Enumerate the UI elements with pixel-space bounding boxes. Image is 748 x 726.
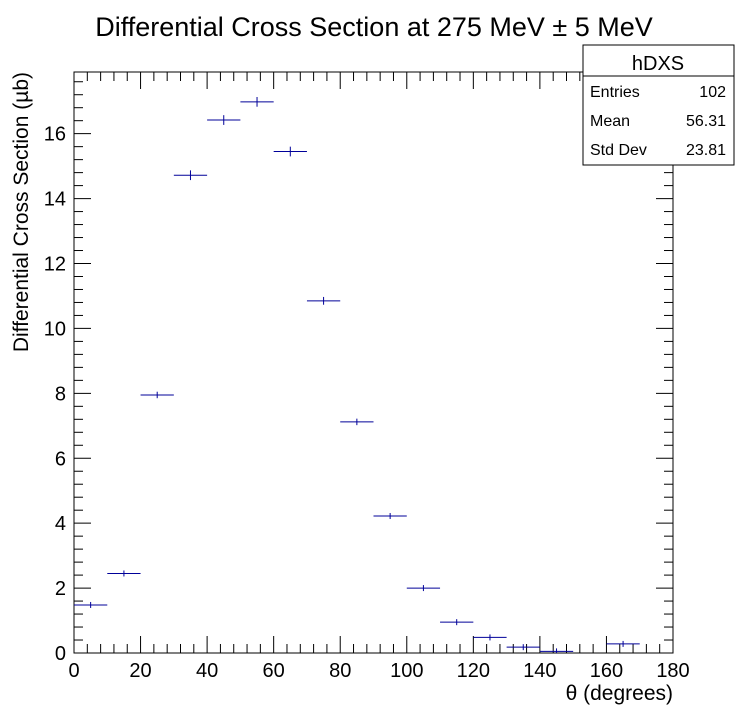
- x-tick-label: 140: [523, 660, 556, 682]
- x-tick-label: 0: [68, 660, 79, 682]
- y-tick-label: 0: [55, 643, 66, 665]
- y-tick-label: 10: [44, 318, 66, 340]
- chart-title: Differential Cross Section at 275 MeV ± …: [95, 12, 653, 42]
- x-tick-label: 100: [390, 660, 423, 682]
- stats-entries-label: Entries: [590, 84, 640, 101]
- y-axis-label: Differential Cross Section (µb): [10, 72, 33, 352]
- y-tick-label: 2: [55, 578, 66, 600]
- x-tick-label: 20: [129, 660, 151, 682]
- x-tick-label: 60: [263, 660, 285, 682]
- x-tick-label: 80: [329, 660, 351, 682]
- y-tick-label: 6: [55, 448, 66, 470]
- stats-box-frame: [582, 44, 735, 166]
- y-tick-label: 8: [55, 383, 66, 405]
- x-tick-label: 160: [590, 660, 623, 682]
- y-tick-label: 12: [44, 254, 66, 276]
- x-tick-label: 120: [457, 660, 490, 682]
- x-axis-ticks: [73, 72, 674, 653]
- y-tick-label: 16: [44, 124, 66, 146]
- y-axis-tick-labels: 0 2 4 6 8 10 12 14 16: [44, 124, 66, 665]
- y-tick-label: 14: [44, 189, 66, 211]
- x-axis-tick-labels: 0 20 40 60 80 100 120 140 160 180: [68, 660, 689, 682]
- stats-entries-value: 102: [699, 84, 726, 101]
- y-tick-label: 4: [55, 513, 66, 535]
- plot-frame: [73, 71, 674, 654]
- stats-stddev-label: Std Dev: [590, 142, 647, 159]
- stats-mean-value: 56.31: [686, 113, 726, 130]
- stats-mean-label: Mean: [590, 113, 630, 130]
- x-tick-label: 180: [656, 660, 689, 682]
- x-axis-label: θ (degrees): [566, 682, 673, 705]
- stats-box-name: hDXS: [632, 53, 684, 75]
- data-series: [74, 96, 640, 653]
- stats-box: hDXS Entries 102 Mean 56.31 Std Dev 23.8…: [582, 44, 735, 166]
- x-tick-label: 40: [196, 660, 218, 682]
- y-axis-ticks: [74, 81, 673, 654]
- stats-stddev-value: 23.81: [686, 142, 726, 159]
